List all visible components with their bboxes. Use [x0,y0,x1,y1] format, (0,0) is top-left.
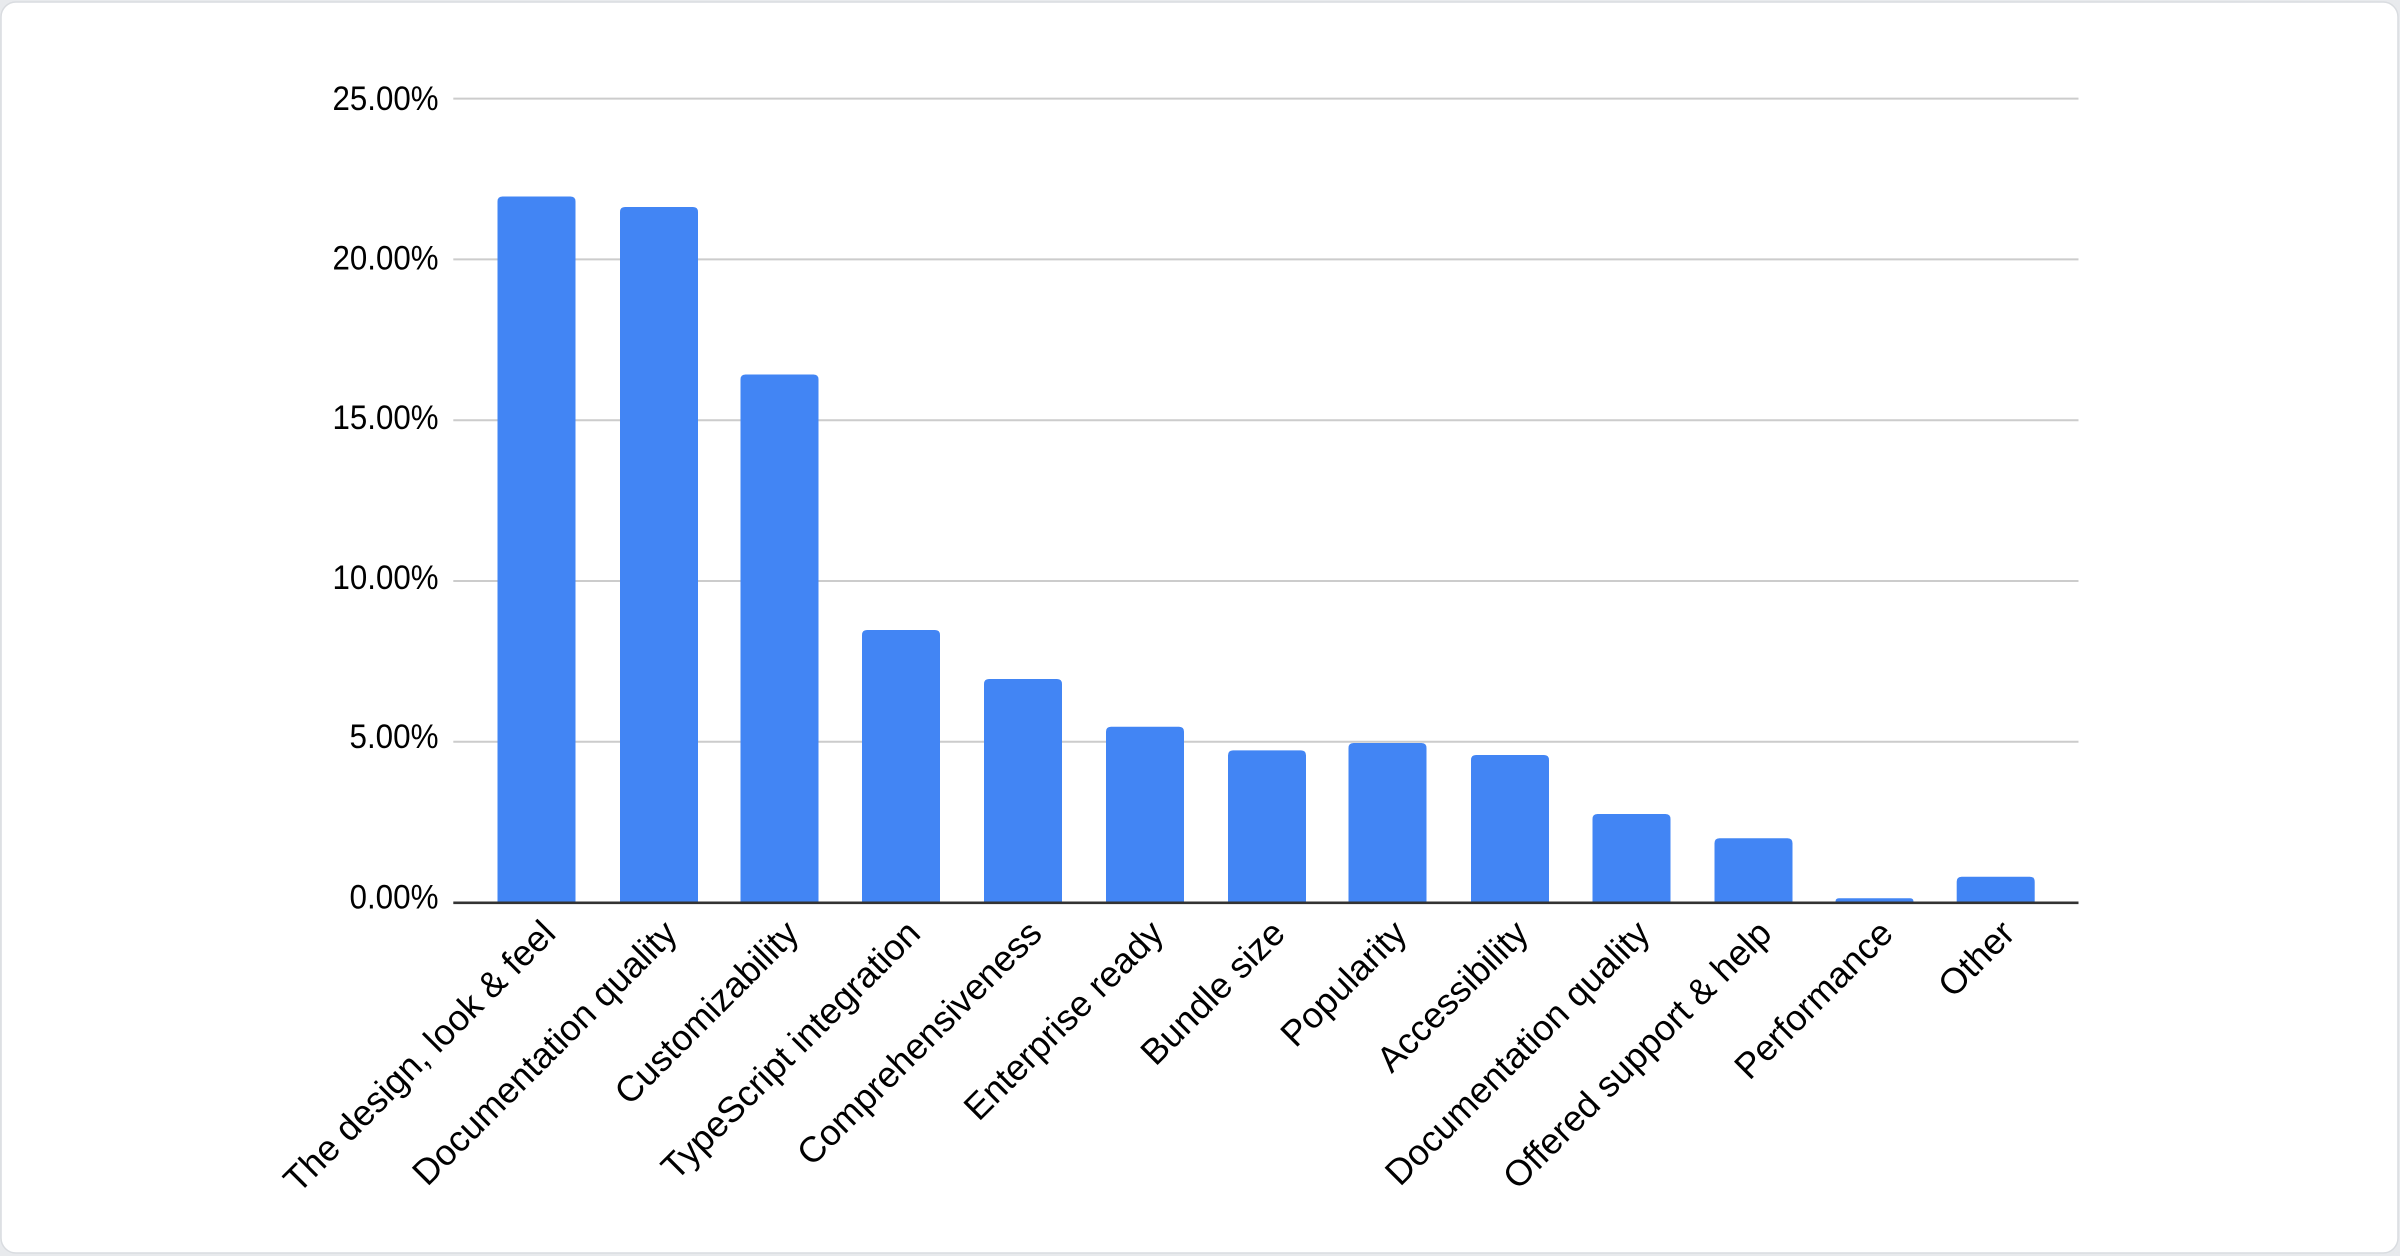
svg-text:5.00%: 5.00% [350,718,439,756]
svg-text:20.00%: 20.00% [333,239,439,277]
svg-text:0.00%: 0.00% [350,878,439,916]
svg-text:15.00%: 15.00% [333,399,439,437]
svg-text:25.00%: 25.00% [333,80,439,118]
svg-text:10.00%: 10.00% [333,559,439,597]
